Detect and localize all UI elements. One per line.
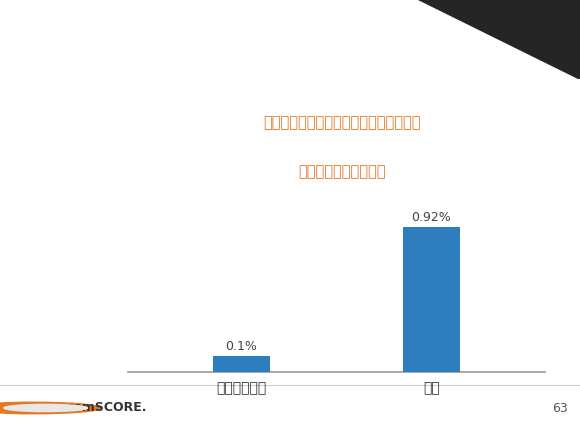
Text: comSCORE.: comSCORE. xyxy=(67,400,147,413)
Text: 0.1%: 0.1% xyxy=(226,339,258,352)
Polygon shape xyxy=(418,0,580,80)
Circle shape xyxy=(0,402,100,414)
Bar xyxy=(213,356,270,372)
Text: 1%以下ではあるものの、アジアに比べ9倍以上: 1%以下ではあるものの、アジアに比べ9倍以上 xyxy=(14,51,185,64)
Text: ブランドイメージを損なうコンテンツに: ブランドイメージを損なうコンテンツに xyxy=(263,115,421,130)
Text: 63: 63 xyxy=(552,401,568,414)
Circle shape xyxy=(4,404,88,411)
Text: 配信された広告の割合: 配信された広告の割合 xyxy=(299,164,386,179)
Text: 0.92%: 0.92% xyxy=(411,210,451,223)
Bar xyxy=(403,227,460,372)
Text: 0.92%の広告はブランド毀損につながるコンテンツに配信: 0.92%の広告はブランド毀損につながるコンテンツに配信 xyxy=(14,15,277,30)
